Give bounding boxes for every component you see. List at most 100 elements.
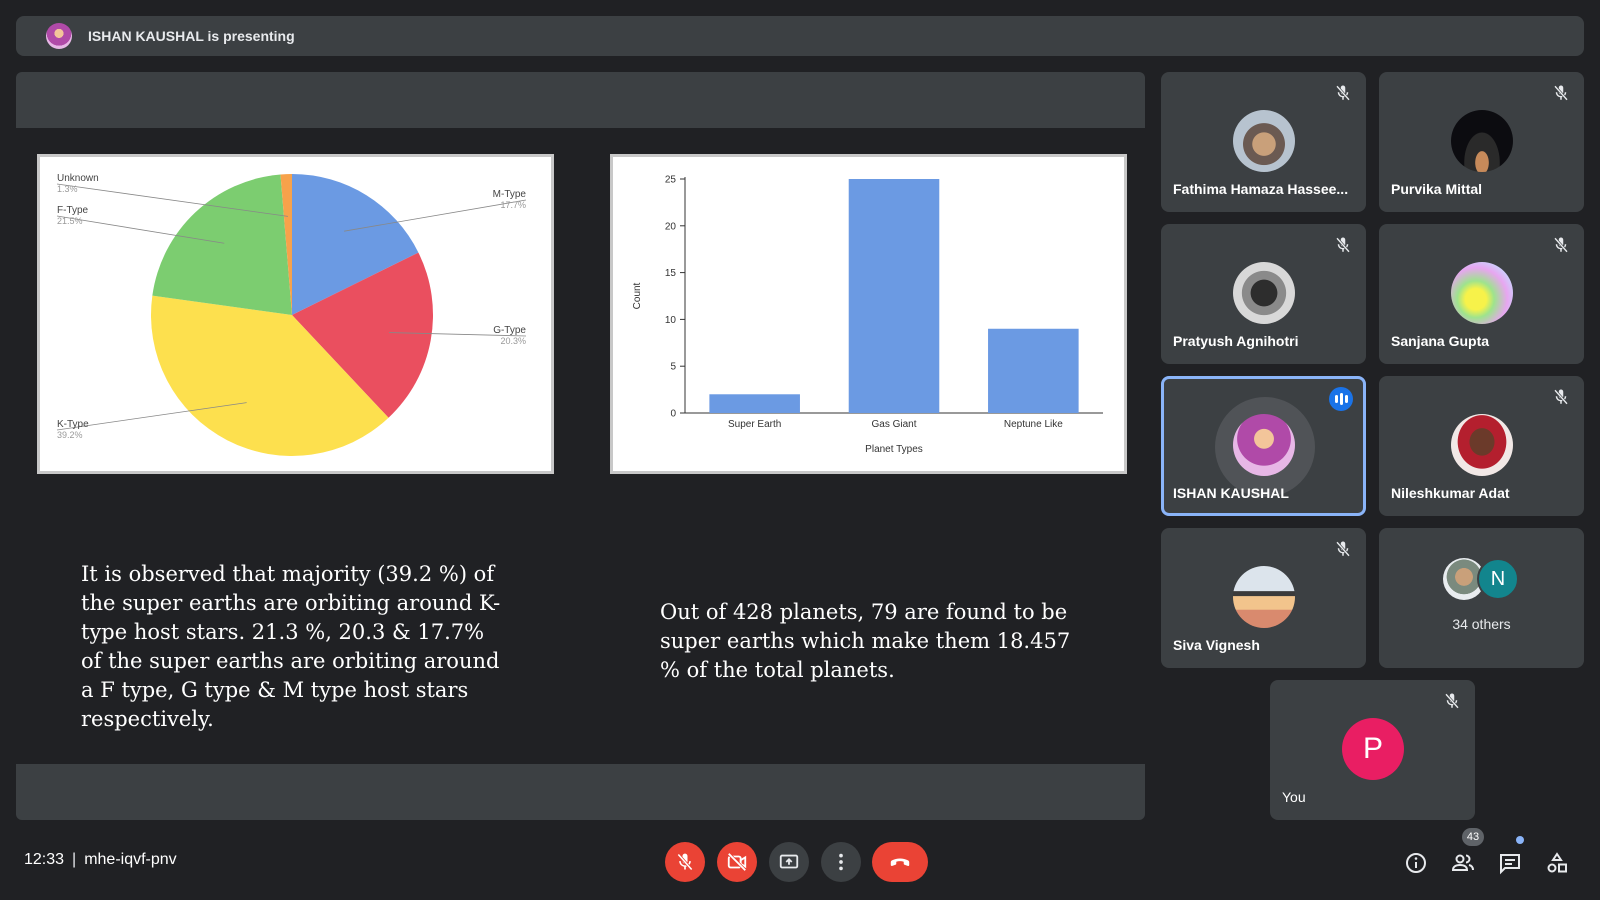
slide-text-left: It is observed that majority (39.2 %) of…: [81, 562, 501, 731]
mic-off-icon: [1554, 389, 1568, 405]
activities-button[interactable]: [1544, 850, 1570, 876]
self-avatar: P: [1342, 718, 1404, 780]
pie-percent-label: 17.7%: [500, 200, 526, 210]
meeting-info: 12:33 | mhe-iqvf-pnv: [24, 851, 177, 869]
mic-off-icon: [1554, 85, 1568, 101]
people-icon: [1451, 854, 1474, 871]
info-separator: |: [72, 851, 77, 868]
mic-off-icon: [1336, 237, 1350, 253]
mic-toggle-button[interactable]: [665, 842, 705, 882]
other-initial-avatar: N: [1477, 558, 1519, 600]
chat-button[interactable]: [1497, 850, 1523, 876]
pie-slice-unknown: [280, 174, 292, 315]
pie-percent-label: 21.5%: [57, 216, 83, 226]
participant-name: Siva Vignesh: [1173, 637, 1260, 653]
participant-tile[interactable]: Nileshkumar Adat: [1379, 376, 1584, 516]
participant-tile[interactable]: Siva Vignesh: [1161, 528, 1366, 668]
leave-call-button[interactable]: [872, 842, 928, 882]
y-tick-label: 0: [670, 409, 676, 420]
x-axis-title: Planet Types: [865, 444, 923, 455]
others-count: 34 others: [1452, 616, 1511, 632]
pie-leader-line: [389, 332, 527, 337]
mic-off-icon: [1554, 237, 1568, 253]
meeting-code: mhe-iqvf-pnv: [84, 851, 177, 868]
pie-label: M-Type: [493, 189, 527, 200]
mic-off-icon: [1445, 693, 1459, 709]
meeting-details-button[interactable]: [1403, 850, 1429, 876]
pie-percent-label: 39.2%: [57, 430, 83, 440]
info-icon: [1406, 853, 1426, 873]
y-tick-label: 25: [665, 175, 677, 186]
participant-name: Pratyush Agnihotri: [1173, 333, 1299, 349]
pie-label: G-Type: [493, 325, 526, 336]
slide-text-right: Out of 428 planets, 79 are found to be s…: [660, 600, 1071, 682]
y-tick-label: 10: [665, 315, 677, 326]
participant-avatar: [1233, 414, 1295, 476]
presenting-text: ISHAN KAUSHAL is presenting: [88, 28, 295, 44]
presentation-stage[interactable]: M-Type 17.7% G-Type 20.3% K-Type 39.2% F-Type 2…: [16, 72, 1145, 820]
participant-avatar: [1233, 262, 1295, 324]
bar-chart: 0 5 10 15 20 25 Super Earth Gas Giant Neptune Li…: [610, 154, 1127, 474]
pie-chart: M-Type 17.7% G-Type 20.3% K-Type 39.2% F-Type 2…: [37, 154, 554, 474]
participant-avatar: [1451, 262, 1513, 324]
mic-off-icon: [677, 853, 693, 871]
x-tick-label: Gas Giant: [871, 419, 916, 430]
self-tile[interactable]: P You: [1270, 680, 1475, 820]
participant-name: ISHAN KAUSHAL: [1173, 485, 1289, 501]
camera-off-icon: [727, 852, 747, 872]
participant-avatar: [1451, 110, 1513, 172]
participant-name: Sanjana Gupta: [1391, 333, 1490, 349]
y-tick-label: 20: [665, 221, 677, 232]
y-tick-label: 5: [670, 362, 676, 373]
pie-leader-line: [344, 199, 527, 232]
speaking-indicator-icon: [1329, 387, 1353, 411]
more-options-button[interactable]: [821, 842, 861, 882]
x-tick-label: Neptune Like: [1004, 419, 1063, 430]
participant-tile[interactable]: Sanjana Gupta: [1379, 224, 1584, 364]
participant-avatar: [1451, 414, 1513, 476]
pie-leader-line: [56, 183, 289, 217]
mic-off-icon: [1336, 85, 1350, 101]
bar-chart-svg: 0 5 10 15 20 25 Super Earth Gas Giant Neptune Li…: [632, 175, 1103, 455]
present-now-button[interactable]: [769, 842, 809, 882]
people-button[interactable]: [1450, 850, 1476, 876]
pie-slice-m-type: [292, 174, 419, 315]
presenter-avatar: [46, 23, 72, 49]
clock-time: 12:33: [24, 851, 65, 868]
call-end-icon: [890, 858, 910, 867]
participant-name: Fathima Hamaza Hassee...: [1173, 181, 1349, 197]
pie-slice-g-type: [292, 252, 434, 418]
bar-neptune-like: [988, 328, 1079, 413]
pie-leader-line: [56, 402, 247, 431]
participant-tile-active-speaker[interactable]: ISHAN KAUSHAL: [1161, 376, 1366, 516]
chat-icon: [1500, 854, 1520, 875]
others-tile[interactable]: N 34 others: [1379, 528, 1584, 668]
slide: M-Type 17.7% G-Type 20.3% K-Type 39.2% F-Type 2…: [16, 128, 1145, 764]
participant-tile[interactable]: Fathima Hamaza Hassee...: [1161, 72, 1366, 212]
bar-super-earth: [709, 394, 800, 413]
pie-label: Unknown: [57, 173, 99, 184]
participant-tile[interactable]: Pratyush Agnihotri: [1161, 224, 1366, 364]
pie-slice-f-type: [152, 174, 292, 315]
pie-percent-label: 20.3%: [500, 336, 526, 346]
bar-gas-giant: [848, 179, 940, 413]
activities-icon: [1547, 852, 1567, 873]
pie-leader-line: [56, 215, 225, 244]
x-tick-label: Super Earth: [728, 419, 781, 430]
bottom-toolbar: 12:33 | mhe-iqvf-pnv 43: [0, 828, 1600, 890]
participant-name: Nileshkumar Adat: [1391, 485, 1510, 501]
chat-notification-dot: [1516, 836, 1524, 844]
participant-name: Purvika Mittal: [1391, 181, 1483, 197]
participant-tile[interactable]: Purvika Mittal: [1379, 72, 1584, 212]
y-tick-label: 15: [665, 268, 677, 279]
participant-avatar: [1233, 110, 1295, 172]
people-count-badge: 43: [1462, 828, 1484, 846]
pie-slice-k-type: [151, 295, 389, 456]
camera-toggle-button[interactable]: [717, 842, 757, 882]
presenting-banner: ISHAN KAUSHAL is presenting: [16, 16, 1584, 56]
present-screen-icon: [779, 854, 799, 869]
mic-off-icon: [1336, 541, 1350, 557]
pie-percent-label: 1.3%: [57, 184, 78, 194]
pie-label: F-Type: [57, 205, 89, 216]
